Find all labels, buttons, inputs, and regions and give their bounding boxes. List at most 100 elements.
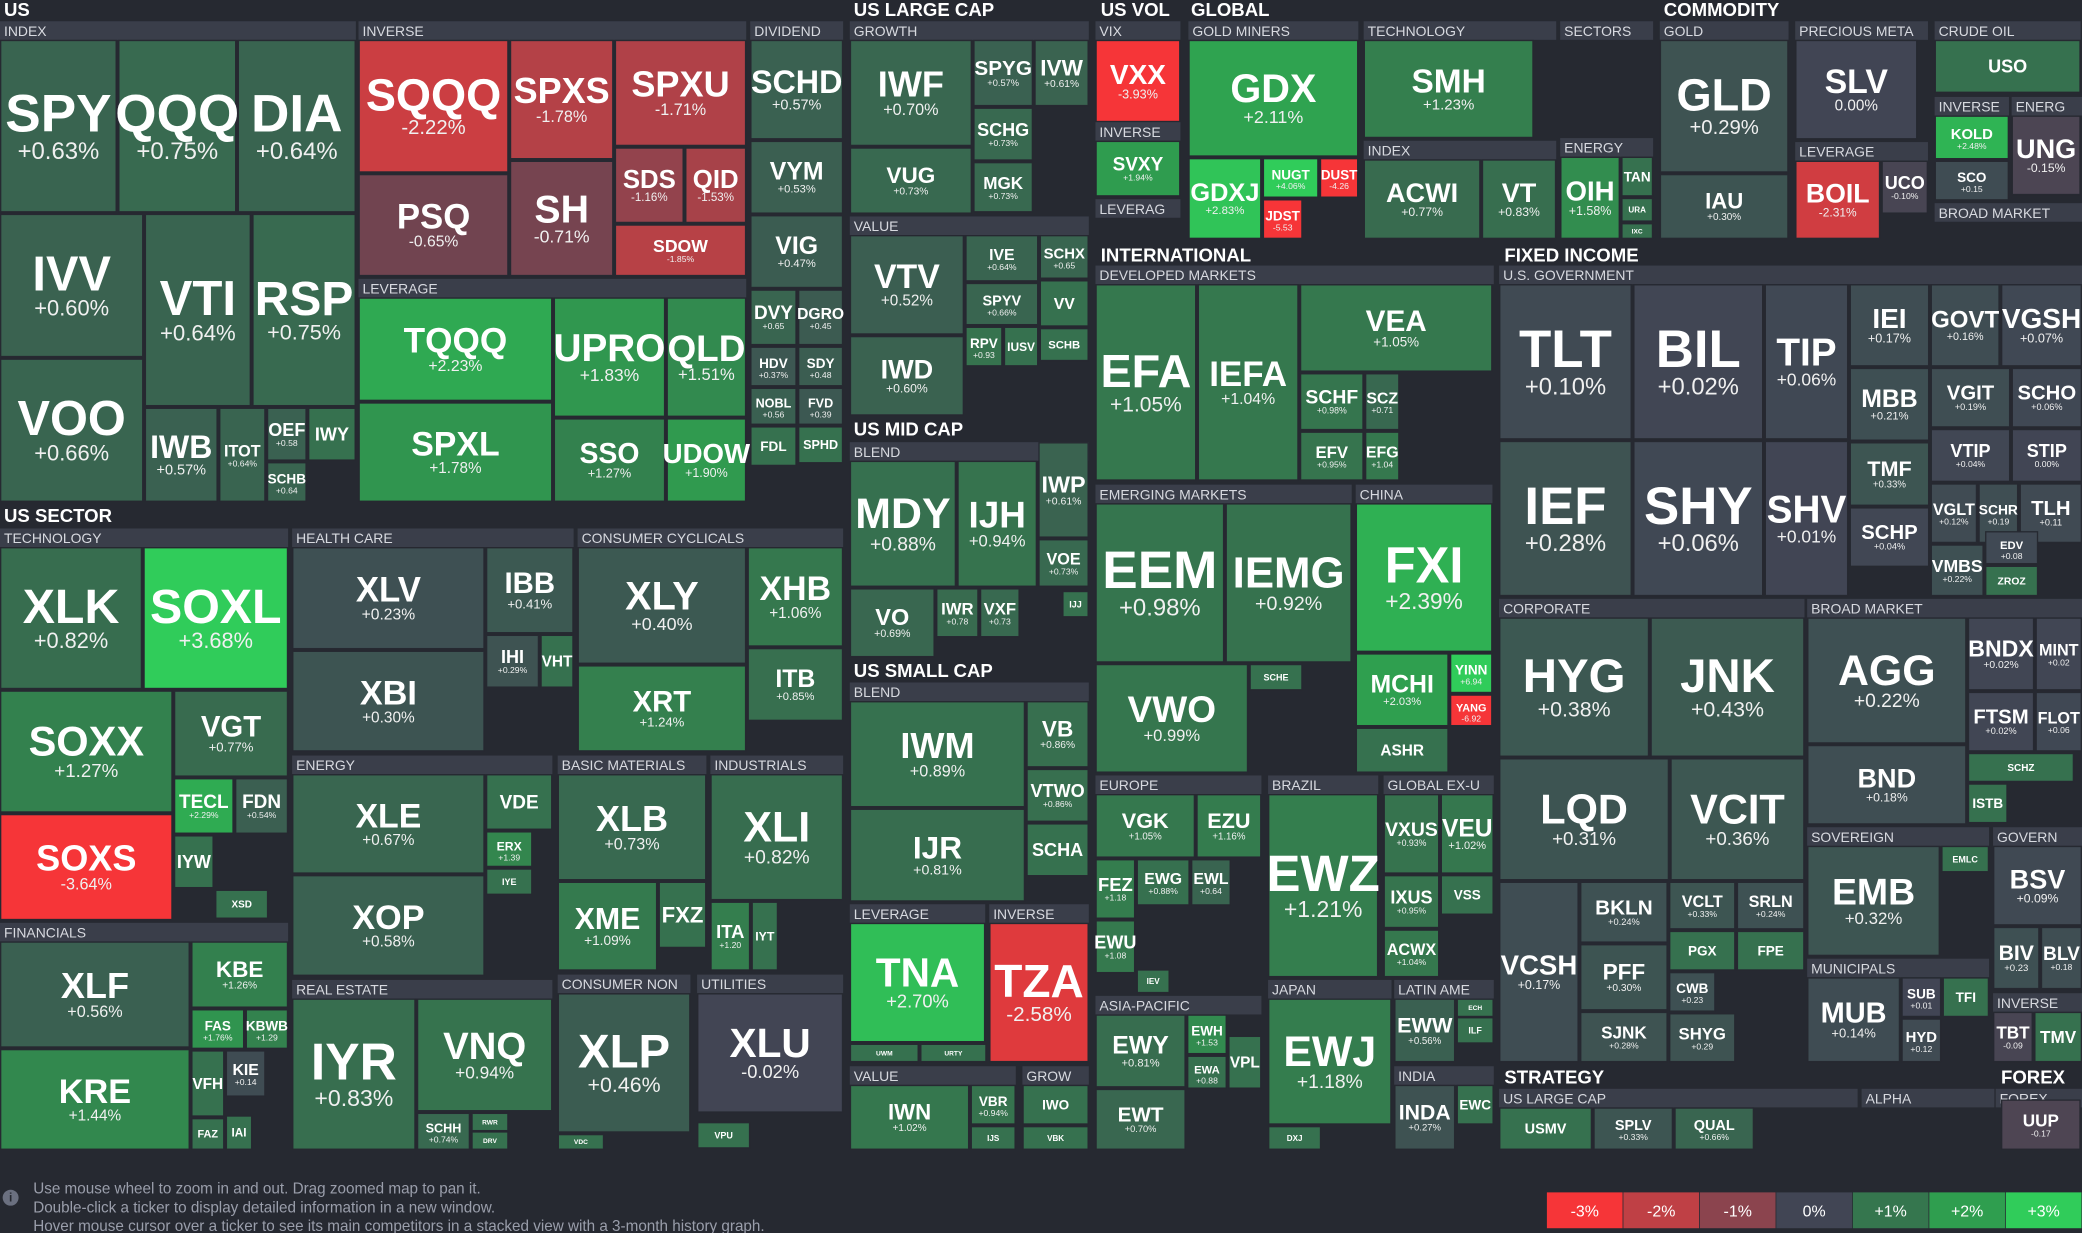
ticker-label: SPXL xyxy=(411,426,499,464)
change-label: +1.58% xyxy=(1569,204,1612,218)
tile xyxy=(1580,881,1668,943)
ticker-label: SH xyxy=(534,187,589,231)
group-label: FINANCIALS xyxy=(4,924,86,940)
ticker-label: IWP xyxy=(1042,471,1086,497)
change-label: +0.14% xyxy=(1831,1026,1876,1041)
tile xyxy=(0,690,173,813)
ticker-label: ASHR xyxy=(1380,743,1424,760)
tile xyxy=(292,774,485,874)
footer-hint: Double-click a ticker to display detaile… xyxy=(33,1199,495,1216)
change-label: 0.00% xyxy=(1835,98,1879,115)
tile xyxy=(979,588,1020,638)
change-label: +1.02% xyxy=(893,1123,927,1134)
ticker-label: RWR xyxy=(482,1119,498,1126)
change-label: +1.21% xyxy=(1284,896,1363,922)
ticker-label: SOXL xyxy=(150,580,282,634)
tile xyxy=(509,160,614,277)
tile xyxy=(1669,930,1736,971)
tile xyxy=(1319,158,1359,198)
tile xyxy=(1795,160,1881,240)
tile xyxy=(416,998,553,1112)
ticker-label: SHYG xyxy=(1679,1024,1726,1043)
tile xyxy=(849,235,964,335)
ticker-label: SPHD xyxy=(803,438,838,452)
change-label: +0.39 xyxy=(810,409,832,419)
ticker-label: IVV xyxy=(32,247,111,301)
change-label: +0.74% xyxy=(429,1134,459,1144)
group-label: ENERG xyxy=(2016,99,2066,115)
ticker-label: UUP xyxy=(2023,1111,2059,1130)
ticker-label: LQD xyxy=(1540,785,1628,832)
ticker-label: IWR xyxy=(941,599,974,618)
ticker-label: YINN xyxy=(1455,663,1487,678)
ticker-label: KBWB xyxy=(246,1018,288,1033)
change-label: +0.12% xyxy=(1939,517,1969,527)
ticker-label: KBE xyxy=(216,957,264,982)
ticker-label: XRT xyxy=(633,685,692,718)
legend-swatch xyxy=(1929,1192,2005,1229)
change-label: +0.99% xyxy=(1143,726,1200,745)
group-label: GLOBAL EX-U xyxy=(1388,777,1480,793)
tile xyxy=(0,941,190,1048)
change-label: +1.53 xyxy=(1196,1038,1218,1048)
group-label: TECHNOLOGY xyxy=(1368,23,1466,39)
tile xyxy=(1807,744,1967,825)
ticker-label: SCHO xyxy=(2017,383,2076,405)
change-label: +1.16% xyxy=(1212,831,1246,842)
group-label-band xyxy=(1560,138,1654,157)
tile xyxy=(557,993,691,1133)
ticker-label: SOXX xyxy=(29,718,145,765)
ticker-label: BLV xyxy=(2043,944,2080,965)
ticker-label: HYD xyxy=(1906,1030,1938,1046)
tile xyxy=(1934,39,2081,93)
ticker-label: GDX xyxy=(1230,67,1317,111)
tile xyxy=(1941,845,1990,873)
ticker-label: IEFA xyxy=(1209,355,1287,394)
group-label: HEALTH CARE xyxy=(296,530,393,546)
tile xyxy=(1136,859,1190,906)
tile xyxy=(750,215,844,289)
group-label: INVERSE xyxy=(993,906,1054,922)
ticker-label: EWA xyxy=(1194,1064,1220,1076)
tile xyxy=(266,462,307,502)
tile xyxy=(1669,971,1716,1012)
ticker-label: DIA xyxy=(251,84,342,143)
change-label: +1.26% xyxy=(222,981,257,992)
group-label: REAL ESTATE xyxy=(296,982,388,998)
change-label: -6.92 xyxy=(1461,713,1481,723)
change-label: +1.90% xyxy=(685,466,728,480)
ticker-label: URTY xyxy=(944,1050,963,1057)
change-label: +0.86% xyxy=(1040,740,1075,751)
change-label: +0.98% xyxy=(1119,595,1201,622)
tile xyxy=(1795,39,1918,140)
group-label-band xyxy=(1807,958,1990,978)
tile xyxy=(1456,1084,1494,1125)
tile xyxy=(710,901,751,971)
tile xyxy=(1930,428,2011,482)
tile xyxy=(1849,507,1930,567)
tile xyxy=(1268,1125,1322,1150)
group-label-band xyxy=(358,21,747,40)
ticker-label: VOE xyxy=(1046,551,1080,569)
group-label-band xyxy=(1363,140,1557,160)
ticker-label: VSS xyxy=(1454,888,1481,903)
group-label-band xyxy=(1861,1088,1995,1108)
tile xyxy=(2001,284,2082,367)
tile xyxy=(1764,284,1849,440)
ticker-label: QQQ xyxy=(115,84,239,143)
ticker-label: VIG xyxy=(775,233,818,260)
group-label: INDEX xyxy=(1368,142,1411,158)
change-label: +0.19% xyxy=(1955,402,1986,412)
tile xyxy=(1299,431,1364,481)
group-label: LEVERAG xyxy=(1099,201,1165,217)
tile xyxy=(1299,373,1364,431)
tile xyxy=(849,808,1026,902)
ticker-label: SCHR xyxy=(1979,503,2018,518)
ticker-label: VFH xyxy=(192,1076,223,1093)
change-label: +0.14 xyxy=(235,1077,257,1087)
group-label-band xyxy=(577,528,844,548)
change-label: +0.92% xyxy=(1255,593,1322,615)
ticker-label: IYE xyxy=(502,877,517,887)
tile xyxy=(798,289,844,346)
